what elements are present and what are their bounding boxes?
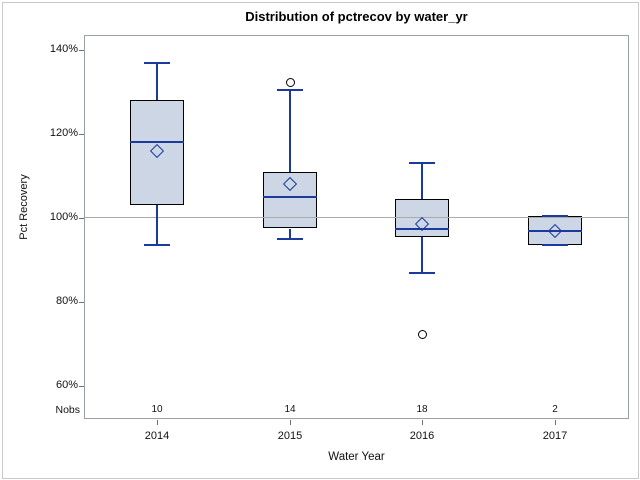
y-tick-label-60: 60% xyxy=(55,379,78,391)
whisker-cap-low-2016 xyxy=(409,271,435,274)
nobs-value-2015: 14 xyxy=(284,404,296,415)
whisker-cap-high-2016 xyxy=(409,162,435,165)
whisker-cap-high-2017 xyxy=(542,214,568,217)
chart-title: Distribution of pctrecov by water_yr xyxy=(245,9,468,24)
x-category-label-2016: 2016 xyxy=(409,430,435,442)
whisker-lower-2016 xyxy=(421,236,423,273)
whisker-upper-2015 xyxy=(289,89,291,172)
whisker-cap-high-2015 xyxy=(277,88,303,91)
y-tick-label-140: 140% xyxy=(49,43,78,55)
nobs-row-label: Nobs xyxy=(55,404,80,416)
x-tick-mark-2015 xyxy=(290,420,291,425)
nobs-value-2016: 18 xyxy=(416,404,428,415)
y-tick-mark-100 xyxy=(79,218,84,219)
x-category-label-2017: 2017 xyxy=(542,430,568,442)
reference-line-100pct xyxy=(84,217,629,218)
nobs-value-2017: 2 xyxy=(552,404,558,415)
x-tick-mark-2017 xyxy=(555,420,556,425)
x-category-label-2015: 2015 xyxy=(277,430,303,442)
box-2015 xyxy=(263,171,317,229)
y-tick-label-100: 100% xyxy=(49,211,78,223)
box-2014 xyxy=(130,100,184,206)
median-line-2016 xyxy=(395,227,449,230)
x-category-label-2014: 2014 xyxy=(144,430,170,442)
whisker-cap-high-2014 xyxy=(144,61,170,64)
whisker-cap-low-2017 xyxy=(542,244,568,247)
whisker-upper-2016 xyxy=(421,163,423,200)
x-axis-title: Water Year xyxy=(328,451,385,463)
nobs-value-2014: 10 xyxy=(151,404,163,415)
outlier-2016-0 xyxy=(418,329,427,339)
whisker-cap-low-2015 xyxy=(277,238,303,240)
outlier-2015-0 xyxy=(286,77,295,87)
y-tick-mark-120 xyxy=(79,134,84,135)
y-axis-title: Pct Recovery xyxy=(18,174,30,240)
median-line-2017 xyxy=(528,229,582,232)
whisker-cap-low-2014 xyxy=(144,244,170,247)
whisker-upper-2014 xyxy=(156,62,158,101)
whisker-lower-2014 xyxy=(156,205,158,246)
x-tick-mark-2016 xyxy=(422,420,423,425)
y-tick-mark-60 xyxy=(79,386,84,387)
whisker-lower-2015 xyxy=(289,228,291,239)
y-tick-mark-80 xyxy=(79,302,84,303)
median-line-2014 xyxy=(130,141,184,144)
median-line-2015 xyxy=(263,196,317,198)
x-tick-mark-2014 xyxy=(157,420,158,425)
y-tick-mark-140 xyxy=(79,50,84,51)
y-tick-label-80: 80% xyxy=(55,295,78,307)
y-tick-label-120: 120% xyxy=(49,127,78,139)
